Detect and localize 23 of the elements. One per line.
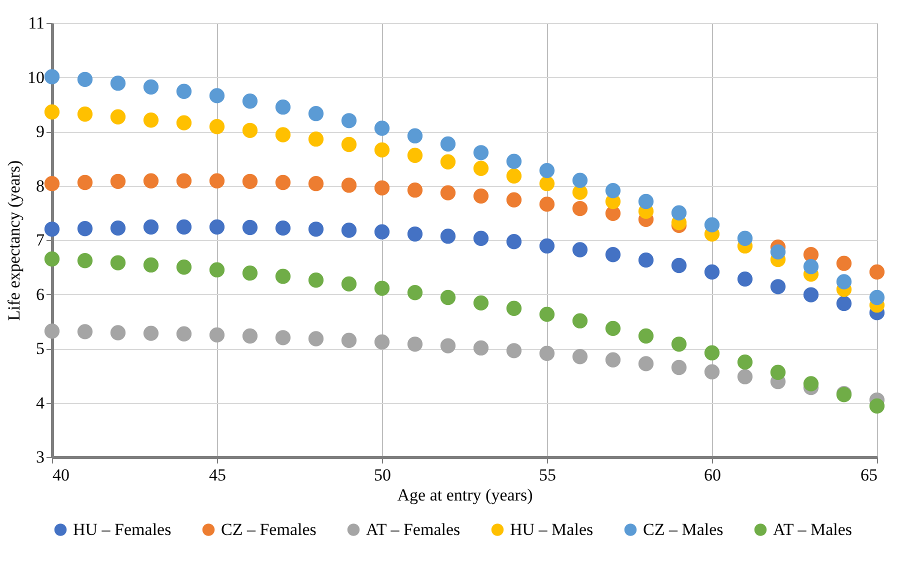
legend-label: CZ – Males <box>643 520 724 539</box>
y-tick-label: 7 <box>36 230 45 250</box>
x-tick-label: 65 <box>860 466 878 484</box>
y-tick-label: 6 <box>36 284 44 304</box>
y-tick-label: 5 <box>36 339 44 358</box>
x-tick-label: 45 <box>209 466 226 484</box>
legend-label: AT – Males <box>773 520 852 539</box>
y-tick-label: 8 <box>36 176 44 196</box>
legend-label: HU – Females <box>73 520 172 539</box>
legend-label: CZ – Females <box>221 520 316 539</box>
x-tick-label: 60 <box>704 466 721 484</box>
x-tick-label: 50 <box>374 466 391 484</box>
y-tick-label: 4 <box>36 393 45 412</box>
x-tick-label: 40 <box>52 466 70 484</box>
y-tick-label: 3 <box>36 448 44 466</box>
legend-label: AT – Females <box>366 520 460 539</box>
y-tick-label: 10 <box>28 68 44 87</box>
y-tick-label: 11 <box>28 14 44 32</box>
x-axis-title: Age at entry (years) <box>397 486 533 504</box>
y-tick-label: 9 <box>36 122 44 141</box>
x-tick-label: 55 <box>539 466 556 484</box>
y-axis-title: Life expectancy (years) <box>4 160 24 321</box>
legend-label: HU – Males <box>510 520 594 539</box>
